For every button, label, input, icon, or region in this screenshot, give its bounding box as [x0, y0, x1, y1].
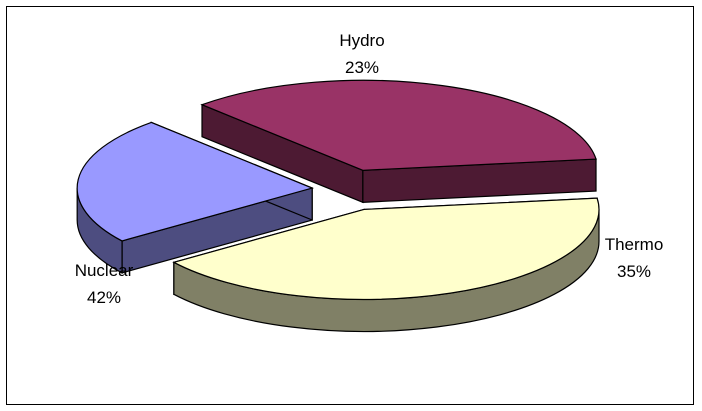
slice-value-thermo: 35%: [617, 262, 651, 281]
pie-slice-nuclear: [172, 197, 600, 333]
pie-slice-hydro: [76, 121, 315, 274]
pie-slice-nuclear-top: [172, 197, 600, 300]
slice-label-hydro: Hydro: [339, 31, 384, 50]
slice-label-nuclear: Nuclear: [75, 261, 134, 280]
pie-slice-hydro-top: [76, 121, 315, 242]
pie-slice-thermo: [200, 79, 597, 204]
slice-value-nuclear: 42%: [87, 288, 121, 307]
slice-label-thermo: Thermo: [605, 235, 664, 254]
slice-value-hydro: 23%: [345, 58, 379, 77]
pie-slice-thermo-top: [200, 79, 597, 171]
chart-border: [6, 6, 694, 405]
